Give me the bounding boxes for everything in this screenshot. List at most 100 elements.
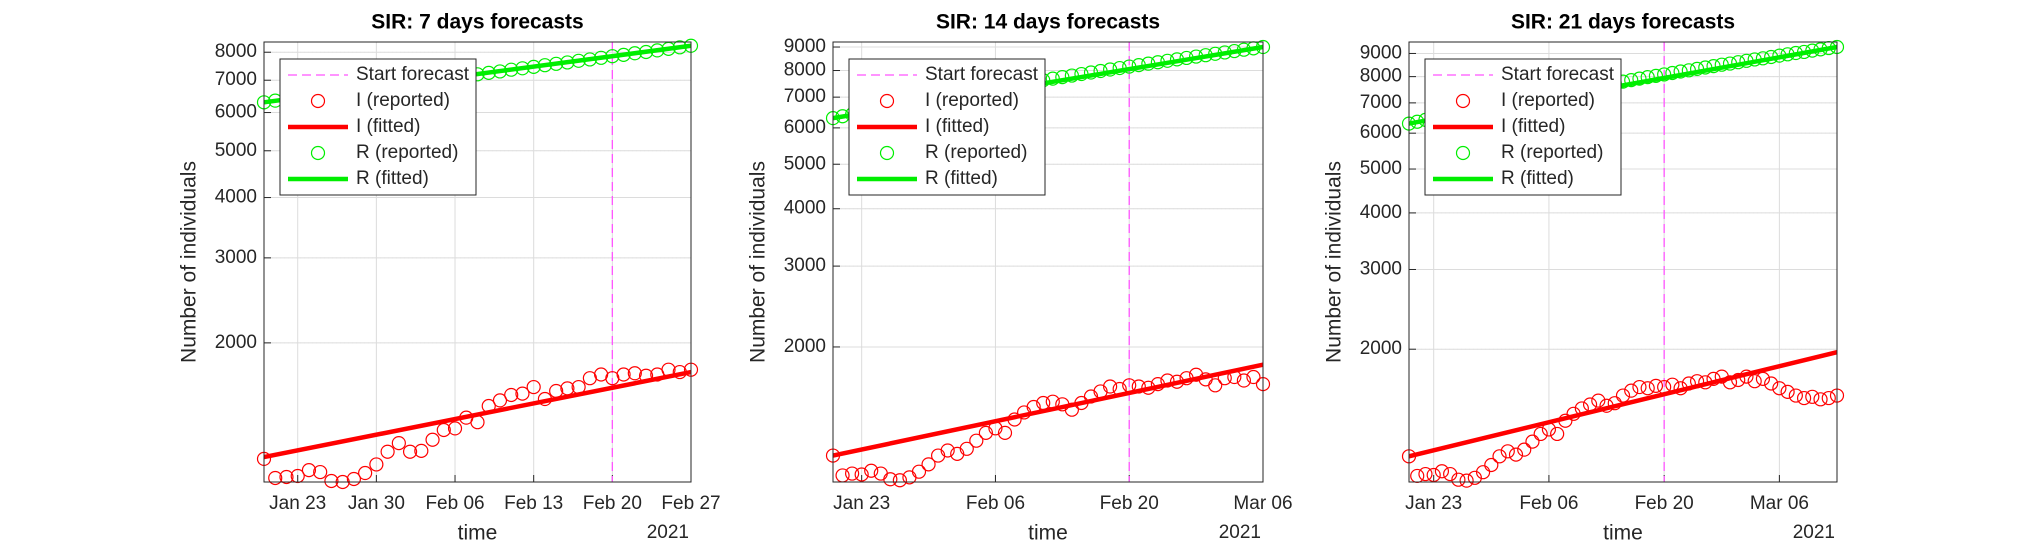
data-point [313,464,328,480]
data-point [414,443,429,458]
legend-label: I (fitted) [356,116,420,137]
data-point [1500,444,1515,459]
data-point [1665,65,1680,81]
data-point [1508,447,1524,462]
x-tick-label: Feb 27 [661,493,720,514]
x-tick-label: Feb 06 [966,493,1025,514]
y-axis-label: Number of individuals [747,161,770,363]
data-point [358,465,373,481]
y-tick-label: 7000 [784,86,826,107]
y-tick-label: 3000 [784,255,826,276]
y-tick-label: 3000 [215,247,257,268]
y-tick-label: 8000 [784,60,826,81]
data-point [969,433,984,448]
data-point [380,444,395,459]
data-point [1747,374,1762,389]
data-point [864,463,879,478]
legend-swatch [1455,93,1471,109]
legend-swatch [1455,145,1471,161]
fitted-line [832,362,1264,458]
data-point [1459,473,1474,488]
data-point [883,472,898,487]
axes-frame [263,41,692,483]
data-point [425,432,440,447]
x-axis-label: time [1028,522,1068,545]
y-tick-label: 2000 [784,336,826,357]
legend-swatch [310,93,326,109]
legend-label: Start forecast [1501,64,1615,85]
axes-frame [1408,41,1838,483]
legend-label: R (reported) [925,142,1027,163]
data-point [978,425,993,440]
legend-label: R (reported) [1501,142,1603,163]
x-axis-label: time [458,522,498,545]
data-point [1517,442,1532,457]
data-point [1189,367,1204,382]
data-point [346,471,361,487]
data-point [1632,379,1647,395]
subplot: 2000 3000 4000 5000 6000 7000 8000 9000 Jan 23 Fe… [747,11,1293,545]
data-point [1722,375,1738,390]
y-tick-label: 5000 [1360,158,1402,179]
y-tick-label: 6000 [784,117,826,138]
data-point [1467,470,1482,485]
data-point [1533,426,1548,442]
y-tick-label: 2000 [1360,338,1402,359]
data-point [1796,390,1812,406]
legend-label: I (fitted) [1501,116,1565,137]
data-point [1624,72,1639,88]
legend-label: I (reported) [925,90,1019,111]
legend-label: I (fitted) [925,116,989,137]
x-axis-label: time [1603,522,1643,545]
data-point [1805,389,1820,404]
x-secondary-label: 2021 [1219,522,1261,543]
data-point [1772,381,1787,396]
legend-swatch [879,93,895,109]
subplot: 2000 3000 4000 5000 6000 7000 8000 9000 Jan 23 Fe… [1323,11,1845,545]
x-tick-label: Jan 30 [348,493,405,514]
data-point [1764,376,1779,391]
data-point [324,473,339,489]
chart-title: SIR: 7 days forecasts [371,11,583,34]
data-point [1640,381,1655,396]
data-point [1246,369,1261,385]
x-tick-label: Feb 06 [425,493,484,514]
legend-label: I (reported) [356,90,450,111]
x-secondary-label: 2021 [647,522,689,543]
y-tick-label: 5000 [215,140,257,161]
data-point [515,386,530,401]
legend-label: R (reported) [356,142,458,163]
data-point [1648,378,1664,393]
legend-label: R (fitted) [1501,168,1574,189]
data-point [1208,378,1223,393]
data-point [1673,64,1688,79]
y-tick-label: 2000 [215,332,257,353]
data-point [940,443,955,458]
x-tick-label: Feb 20 [583,493,642,514]
data-point [616,367,631,382]
x-tick-label: Mar 06 [1750,493,1809,514]
data-point [301,463,317,478]
legend-label: I (reported) [1501,90,1595,111]
data-point [627,366,642,381]
data-point [504,387,519,403]
data-point [1475,465,1491,480]
data-point [959,441,974,456]
data-point [1624,383,1639,398]
data-point [1640,70,1655,85]
data-point [1632,71,1647,86]
data-point [279,469,294,485]
x-tick-label: Jan 23 [269,493,326,514]
legend-label: Start forecast [356,64,470,85]
x-tick-label: Feb 20 [1100,493,1159,514]
y-tick-label: 3000 [1360,258,1402,279]
data-point [911,464,927,479]
fitted-line [263,369,692,460]
data-point [1484,457,1499,473]
data-point [921,457,936,472]
chart-title: SIR: 14 days forecasts [936,11,1160,34]
data-point [1418,466,1433,482]
x-secondary-label: 2021 [1793,522,1835,543]
data-point [268,470,283,486]
